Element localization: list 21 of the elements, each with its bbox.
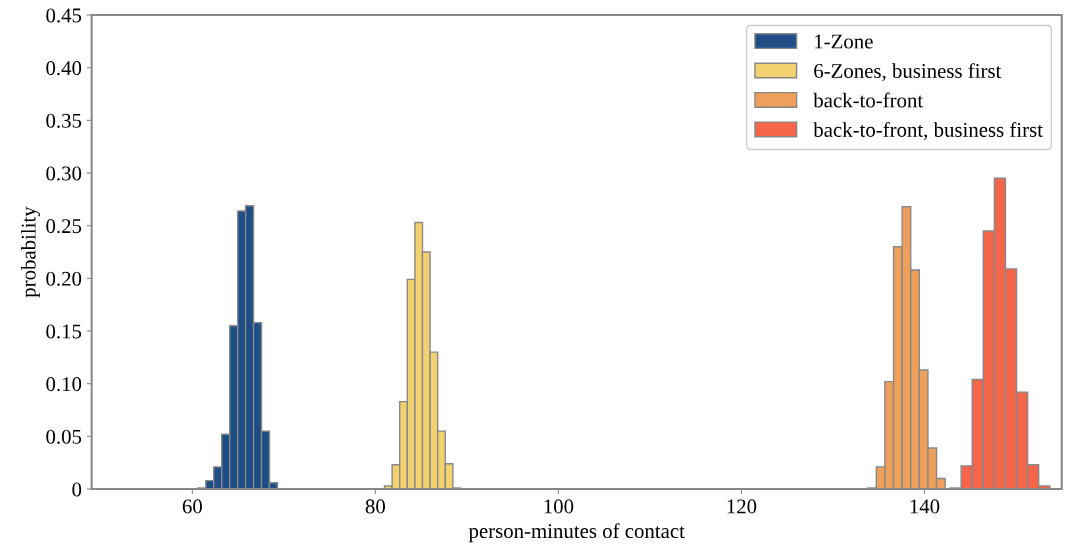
y-tick-label: 0.10 (46, 377, 82, 392)
legend-label: 1-Zone (815, 34, 873, 49)
y-tick-label: 0.20 (46, 271, 82, 286)
y-tick-label: 0 (72, 482, 82, 497)
y-tick-label: 0.45 (46, 8, 82, 23)
legend-label: 6-Zones, business first (814, 63, 1002, 82)
y-tick-label: 0.25 (46, 219, 82, 234)
y-tick-label: 0.40 (46, 61, 82, 76)
y-tick-label: 0.05 (46, 429, 82, 444)
x-tick-label: 60 (182, 499, 202, 514)
x-tick-label: 140 (910, 499, 940, 514)
x-tick-label: 100 (544, 499, 574, 514)
x-tick-label: 120 (727, 499, 757, 514)
legend-label: back-to-front, business first (813, 122, 1043, 140)
legend-label: back-to-front (813, 92, 924, 108)
x-axis-title: person-minutes of contact (468, 523, 685, 543)
y-tick-label: 0.35 (46, 113, 82, 128)
y-tick-label: 0.30 (46, 166, 82, 181)
x-tick-label: 80 (365, 499, 385, 514)
y-tick-label: 0.15 (46, 324, 82, 339)
y-axis-title: probability (20, 206, 40, 298)
